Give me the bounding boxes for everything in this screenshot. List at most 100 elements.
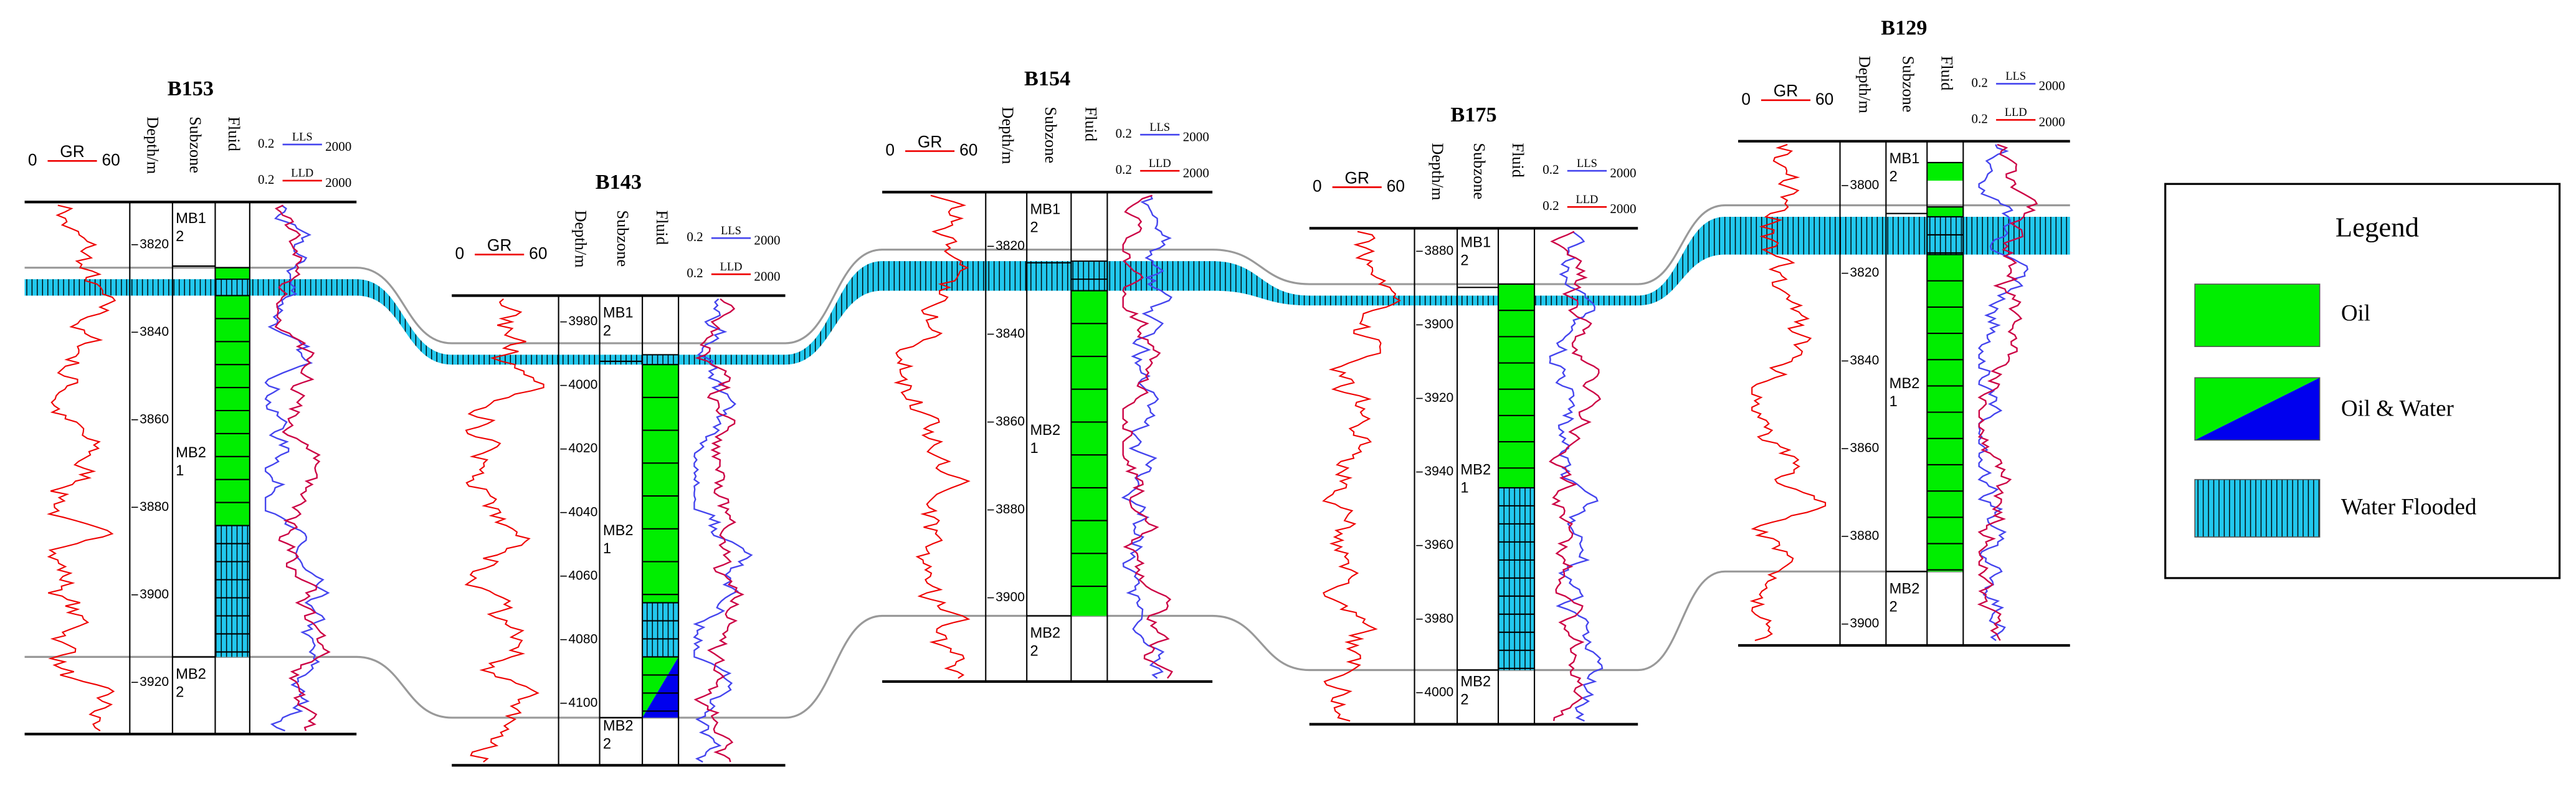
column-header: Fluid <box>1081 107 1100 141</box>
lld-curve <box>693 298 744 763</box>
well: B129 0 GR 60 Depth/m Subzone Fluid 0.2 LLS 2000 0.… <box>1738 16 2070 647</box>
res-max: 2000 <box>2039 78 2065 93</box>
depth-label: 3880 <box>1850 528 1879 543</box>
column-header: Depth/m <box>1428 143 1447 201</box>
well-name: B154 <box>1024 67 1070 90</box>
depth-label: 3900 <box>140 587 169 601</box>
res-max: 2000 <box>325 175 351 190</box>
res-max: 2000 <box>1183 165 1209 180</box>
fluid-oil <box>1927 254 1964 572</box>
subzone-layer: 2 <box>1460 252 1468 269</box>
res-min: 0.2 <box>1972 75 1988 90</box>
legend: Legend Oil Oil & Water Water Flooded <box>2164 183 2561 579</box>
fluid-oil <box>642 364 679 603</box>
gr-min: 0 <box>28 150 37 169</box>
gr-max: 60 <box>102 150 120 169</box>
depth-label: 3980 <box>568 314 597 328</box>
depth-label: 4080 <box>568 632 597 646</box>
subzone-name: MB2 <box>1030 626 1060 642</box>
subzone-name: MB1 <box>176 211 206 227</box>
res-min: 0.2 <box>1116 162 1132 177</box>
res-label: LLD <box>291 167 313 179</box>
water-flooded-band <box>24 216 2070 365</box>
fluid-oil-water <box>642 657 679 718</box>
subzone-name: MB2 <box>176 667 206 683</box>
res-min: 0.2 <box>258 136 274 151</box>
depth-label: 3840 <box>1850 353 1879 368</box>
gr-min: 0 <box>455 244 464 263</box>
depth-label: 4000 <box>568 378 597 392</box>
res-min: 0.2 <box>1542 198 1559 213</box>
res-min: 0.2 <box>687 265 703 280</box>
subzone-name: MB1 <box>1460 234 1491 250</box>
subzone-layer: 2 <box>1889 599 1898 616</box>
res-label: LLS <box>1149 121 1170 133</box>
depth-label: 3820 <box>996 239 1025 253</box>
depth-label: 4020 <box>568 441 597 455</box>
subzone-name: MB2 <box>1889 581 1920 597</box>
res-min: 0.2 <box>1972 111 1988 126</box>
column-header: Depth/m <box>572 210 590 268</box>
gr-min: 0 <box>1741 90 1751 108</box>
legend-swatch <box>2195 378 2320 440</box>
depth-label: 3880 <box>1424 244 1453 258</box>
res-max: 2000 <box>2039 115 2065 130</box>
subzone-layer: 2 <box>1460 692 1468 708</box>
res-label: LLD <box>720 260 743 273</box>
depth-label: 3900 <box>996 590 1025 604</box>
depth-label: 3840 <box>996 326 1025 341</box>
lls-curve <box>693 298 753 763</box>
depth-label: 3860 <box>140 412 169 426</box>
subzone-name: MB2 <box>1030 422 1060 439</box>
subzone-name: MB2 <box>603 718 634 735</box>
lld-curve <box>1977 143 2038 641</box>
horizon-line <box>24 570 1964 719</box>
fluid-oil <box>1927 162 1964 181</box>
legend-label: Water Flooded <box>2341 494 2476 520</box>
depth-label: 4100 <box>568 695 597 710</box>
legend-label: Oil <box>2341 300 2370 326</box>
fluid-oil <box>1071 290 1108 616</box>
gr-max: 60 <box>1387 176 1405 195</box>
well: B175 0 GR 60 Depth/m Subzone Fluid 0.2 LLS 2000 0.… <box>1309 103 1638 726</box>
res-label: LLS <box>2005 70 2026 82</box>
res-label: LLS <box>721 224 741 237</box>
res-label: LLD <box>1576 193 1599 206</box>
column-header: Depth/m <box>999 107 1017 164</box>
lls-curve <box>1549 231 1604 722</box>
well-name: B143 <box>596 170 642 194</box>
fluid-water-flooded <box>1927 216 1964 255</box>
column-header: Fluid <box>1937 56 1956 91</box>
subzone-layer: 2 <box>1030 220 1038 236</box>
gr-curve <box>1749 143 1827 642</box>
fluid-water-flooded <box>642 602 679 657</box>
depth-label: 3860 <box>996 414 1025 429</box>
well-name: B153 <box>168 77 214 100</box>
subzone-name: MB2 <box>1889 376 1920 392</box>
depth-label: 3800 <box>1850 178 1879 192</box>
depth-label: 3920 <box>1424 391 1453 405</box>
depth-label: 3960 <box>1424 538 1453 552</box>
res-min: 0.2 <box>1116 126 1132 141</box>
subzone-layer: 1 <box>176 463 184 479</box>
gr-curve <box>464 298 544 763</box>
depth-label: 3840 <box>140 325 169 339</box>
gr-curve <box>1322 231 1401 722</box>
column-header: Fluid <box>225 117 243 151</box>
gr-max: 60 <box>959 140 977 159</box>
fluid-water-flooded <box>642 354 679 365</box>
subzone-layer: 1 <box>603 541 611 557</box>
gr-curve <box>47 204 116 731</box>
column-header: Subzone <box>1899 56 1917 113</box>
column-header: Subzone <box>186 117 204 173</box>
subzone-layer: 2 <box>1889 169 1898 185</box>
subzone-layer: 1 <box>1889 394 1898 410</box>
column-header: Subzone <box>1470 143 1488 199</box>
lld-curve <box>1549 231 1602 721</box>
res-max: 2000 <box>1610 201 1636 216</box>
res-max: 2000 <box>325 139 351 154</box>
depth-label: 4060 <box>568 568 597 583</box>
subzone-name: MB2 <box>1460 462 1491 478</box>
depth-label: 4040 <box>568 505 597 519</box>
horizon-line <box>24 204 2070 345</box>
